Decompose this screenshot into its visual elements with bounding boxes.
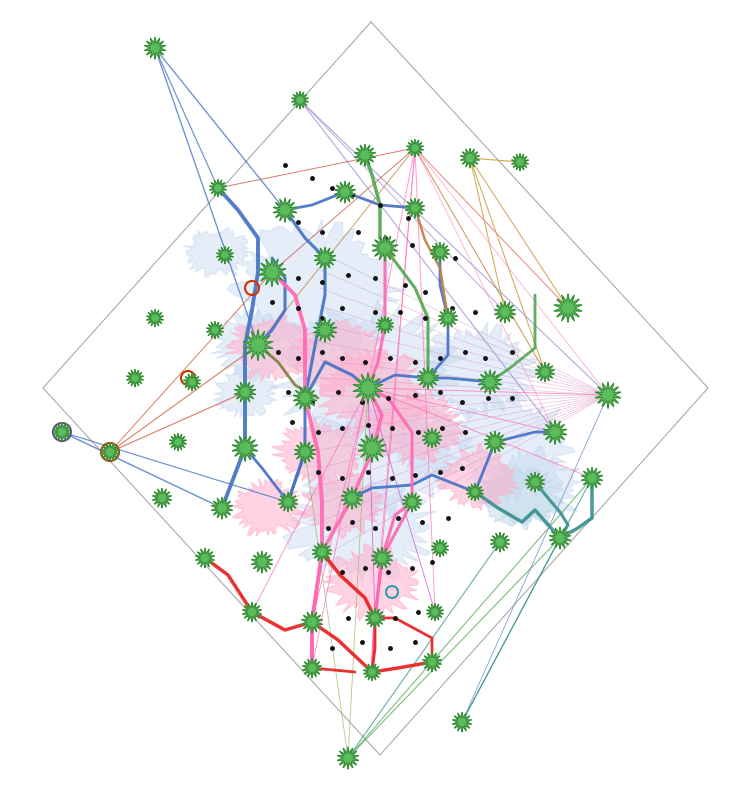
Polygon shape xyxy=(252,551,273,573)
Polygon shape xyxy=(272,418,365,486)
Polygon shape xyxy=(435,443,519,510)
Polygon shape xyxy=(479,446,580,526)
Polygon shape xyxy=(144,37,165,59)
Polygon shape xyxy=(227,219,407,362)
Polygon shape xyxy=(376,316,393,334)
Polygon shape xyxy=(549,527,571,549)
Polygon shape xyxy=(365,608,384,628)
Polygon shape xyxy=(293,386,317,410)
Polygon shape xyxy=(511,154,528,170)
Polygon shape xyxy=(581,467,603,489)
Polygon shape xyxy=(312,542,332,562)
Polygon shape xyxy=(313,318,337,342)
Polygon shape xyxy=(447,392,576,503)
Polygon shape xyxy=(302,658,321,678)
Polygon shape xyxy=(431,539,449,557)
Polygon shape xyxy=(146,309,163,326)
Polygon shape xyxy=(211,309,306,382)
Polygon shape xyxy=(543,420,567,444)
Polygon shape xyxy=(467,483,484,501)
Polygon shape xyxy=(206,321,223,339)
Polygon shape xyxy=(335,181,355,203)
Polygon shape xyxy=(554,294,582,322)
Polygon shape xyxy=(371,547,393,569)
Polygon shape xyxy=(430,242,450,262)
Polygon shape xyxy=(126,370,144,387)
Polygon shape xyxy=(358,434,386,462)
Polygon shape xyxy=(494,301,516,323)
Polygon shape xyxy=(273,198,297,222)
Polygon shape xyxy=(234,381,256,403)
Polygon shape xyxy=(525,472,545,492)
Polygon shape xyxy=(183,227,253,278)
Polygon shape xyxy=(315,247,335,269)
Polygon shape xyxy=(291,320,390,396)
Polygon shape xyxy=(195,548,214,568)
Polygon shape xyxy=(278,492,298,512)
Polygon shape xyxy=(231,478,306,536)
Polygon shape xyxy=(439,308,458,328)
Polygon shape xyxy=(405,198,424,218)
Polygon shape xyxy=(364,663,381,681)
Polygon shape xyxy=(169,434,186,451)
Polygon shape xyxy=(243,602,262,622)
Polygon shape xyxy=(417,367,439,389)
Polygon shape xyxy=(183,373,200,391)
Polygon shape xyxy=(427,603,444,621)
Polygon shape xyxy=(417,322,537,419)
Polygon shape xyxy=(226,314,319,382)
Polygon shape xyxy=(353,373,383,403)
Polygon shape xyxy=(478,370,502,394)
Polygon shape xyxy=(341,487,363,509)
Polygon shape xyxy=(391,411,474,478)
Polygon shape xyxy=(372,235,398,261)
Polygon shape xyxy=(485,431,506,453)
Polygon shape xyxy=(292,91,309,109)
Polygon shape xyxy=(460,148,479,168)
Polygon shape xyxy=(323,544,418,621)
Polygon shape xyxy=(367,389,468,466)
Polygon shape xyxy=(402,492,421,512)
Polygon shape xyxy=(209,179,226,197)
Polygon shape xyxy=(211,497,233,519)
Polygon shape xyxy=(338,747,358,769)
Polygon shape xyxy=(53,422,72,442)
Polygon shape xyxy=(318,349,432,438)
Polygon shape xyxy=(453,712,472,732)
Polygon shape xyxy=(232,435,258,461)
Polygon shape xyxy=(298,396,459,519)
Polygon shape xyxy=(301,611,323,633)
Polygon shape xyxy=(243,330,273,360)
Polygon shape xyxy=(422,652,441,672)
Polygon shape xyxy=(217,246,234,264)
Polygon shape xyxy=(100,442,119,462)
Polygon shape xyxy=(152,488,171,508)
Polygon shape xyxy=(214,366,278,418)
Polygon shape xyxy=(422,428,441,448)
Polygon shape xyxy=(476,464,564,530)
Polygon shape xyxy=(490,532,510,552)
Polygon shape xyxy=(269,299,467,456)
Polygon shape xyxy=(595,382,621,408)
Polygon shape xyxy=(354,144,375,166)
Polygon shape xyxy=(535,362,555,382)
Polygon shape xyxy=(258,258,286,286)
Polygon shape xyxy=(283,477,437,583)
Polygon shape xyxy=(407,139,424,157)
Polygon shape xyxy=(301,472,384,539)
Polygon shape xyxy=(295,441,316,463)
